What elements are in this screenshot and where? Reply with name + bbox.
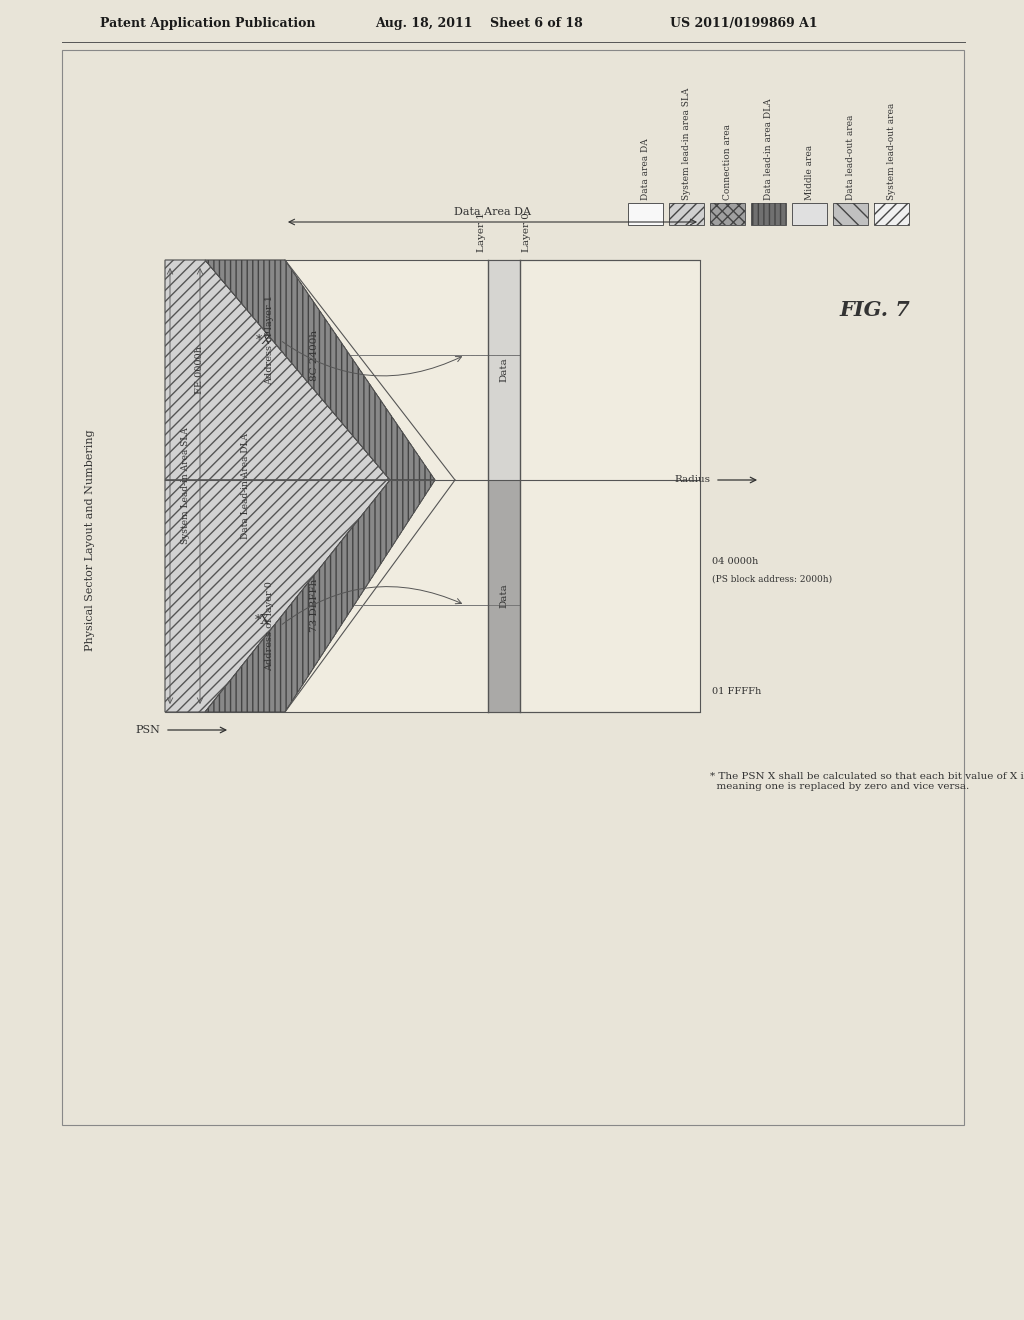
- Text: US 2011/0199869 A1: US 2011/0199869 A1: [670, 17, 817, 30]
- Bar: [874, 203, 909, 224]
- Bar: [488, 480, 520, 711]
- Text: Data Area DA: Data Area DA: [454, 207, 531, 216]
- Text: Connection area: Connection area: [723, 124, 732, 201]
- Text: Sheet 6 of 18: Sheet 6 of 18: [490, 17, 583, 30]
- Text: PSN: PSN: [135, 725, 160, 735]
- Bar: [628, 203, 663, 224]
- Text: Address of layer 1: Address of layer 1: [265, 294, 274, 385]
- Bar: [165, 260, 700, 711]
- Bar: [833, 203, 868, 224]
- Bar: [874, 203, 909, 224]
- Text: Data: Data: [500, 358, 509, 383]
- Text: Layer 1: Layer 1: [477, 213, 486, 252]
- Text: Data Lead-in Area DLA: Data Lead-in Area DLA: [241, 433, 250, 539]
- Text: 01 FFFFh: 01 FFFFh: [712, 688, 761, 697]
- Text: Data lead-in area DLA: Data lead-in area DLA: [764, 99, 773, 201]
- Text: (PS block address: 2000h): (PS block address: 2000h): [712, 574, 833, 583]
- Bar: [669, 203, 705, 224]
- Bar: [488, 260, 520, 480]
- Polygon shape: [205, 260, 435, 480]
- Bar: [62, 50, 964, 1125]
- Text: Physical Sector Layout and Numbering: Physical Sector Layout and Numbering: [85, 429, 95, 651]
- Text: Address of layer 0: Address of layer 0: [265, 581, 274, 671]
- Bar: [751, 203, 786, 224]
- Text: Data: Data: [500, 583, 509, 609]
- Polygon shape: [165, 480, 390, 711]
- Text: System Lead-in Area SLA: System Lead-in Area SLA: [180, 428, 189, 544]
- Text: System lead-in area SLA: System lead-in area SLA: [682, 87, 691, 201]
- Bar: [710, 203, 745, 224]
- Text: Radius: Radius: [674, 475, 710, 484]
- Bar: [710, 203, 745, 224]
- Text: 04 0000h: 04 0000h: [712, 557, 758, 566]
- Text: Layer 0: Layer 0: [522, 213, 531, 252]
- Text: Aug. 18, 2011: Aug. 18, 2011: [375, 17, 472, 30]
- Text: 8C 2400h: 8C 2400h: [310, 330, 319, 380]
- Text: Patent Application Publication: Patent Application Publication: [100, 17, 315, 30]
- Text: Data lead-out area: Data lead-out area: [846, 115, 855, 201]
- Text: System lead-out area: System lead-out area: [887, 103, 896, 201]
- Text: * The PSN X shall be calculated so that each bit value of X is inverted,
  meani: * The PSN X shall be calculated so that …: [710, 772, 1024, 792]
- Bar: [792, 203, 827, 224]
- Polygon shape: [165, 260, 390, 480]
- Text: 73 DBFFh: 73 DBFFh: [310, 578, 319, 632]
- Bar: [751, 203, 786, 224]
- Text: Data area DA: Data area DA: [641, 139, 650, 201]
- Bar: [669, 203, 705, 224]
- Text: *X: *X: [255, 614, 270, 627]
- Text: FE 0000h: FE 0000h: [196, 346, 205, 393]
- Bar: [833, 203, 868, 224]
- Text: Middle area: Middle area: [805, 145, 814, 201]
- Text: FIG. 7: FIG. 7: [840, 300, 910, 319]
- Polygon shape: [205, 480, 435, 711]
- Text: *$\bar{X}$: *$\bar{X}$: [255, 333, 272, 347]
